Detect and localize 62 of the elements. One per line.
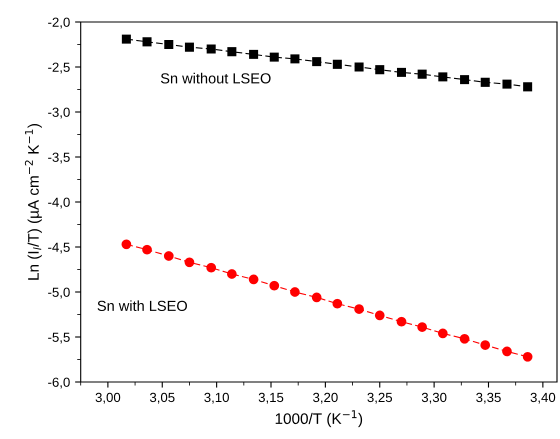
point <box>227 47 236 56</box>
x-tick-label: 3,35 <box>476 392 501 404</box>
point <box>417 322 428 332</box>
y-tick-label: -5,0 <box>48 288 70 298</box>
y-tick-label: -5,5 <box>48 332 70 344</box>
point <box>396 68 406 77</box>
x-tick-label: 3,40 <box>530 392 556 404</box>
y-tick-label: -2,5 <box>48 62 70 74</box>
x-tick-label: 3,15 <box>258 392 284 404</box>
point <box>438 72 448 82</box>
x-tick-label: 3,00 <box>96 392 120 404</box>
x-tick-label: 3,30 <box>422 392 446 404</box>
x-tick-label: 3,20 <box>313 392 338 404</box>
point <box>438 328 448 338</box>
point <box>184 257 194 268</box>
point <box>290 287 300 297</box>
point <box>460 75 470 84</box>
point <box>290 54 300 64</box>
x-axis-title: 1000/T (K$^{−1}$) <box>276 410 362 428</box>
point <box>480 340 490 350</box>
y-tick-label: -2,0 <box>48 18 70 28</box>
point <box>142 244 152 255</box>
y-tick-label: -4,5 <box>48 242 70 254</box>
point <box>269 280 280 291</box>
x-tick-label: 3,05 <box>150 392 175 404</box>
point <box>248 274 258 284</box>
point <box>354 62 364 72</box>
y-axis-title: Ln (I$_{l}$/T) (µA cm$^{−2}$ K$^{−1}$) <box>24 124 42 280</box>
series-label: Sn without LSEO <box>160 72 271 84</box>
point <box>122 34 131 44</box>
point <box>502 346 512 356</box>
point <box>523 82 532 92</box>
point <box>480 78 490 87</box>
point <box>374 310 385 320</box>
point <box>332 298 342 309</box>
point <box>249 50 258 59</box>
y-tick-label: -4,0 <box>48 198 70 208</box>
point <box>354 304 364 314</box>
point <box>164 40 174 50</box>
point <box>270 52 279 62</box>
point <box>226 269 237 279</box>
point <box>396 316 406 327</box>
point <box>206 44 216 54</box>
point <box>502 80 512 89</box>
point <box>522 352 532 362</box>
point <box>460 334 470 344</box>
point <box>142 37 152 46</box>
point <box>206 262 216 273</box>
point <box>312 57 322 66</box>
x-tick-label: 3,10 <box>204 392 229 404</box>
y-tick-label: -6,0 <box>48 378 70 388</box>
point <box>122 239 132 250</box>
y-tick-label: -3,0 <box>48 108 70 118</box>
point <box>312 292 322 302</box>
point <box>332 60 342 69</box>
y-tick-label: -3,5 <box>48 152 70 164</box>
point <box>164 251 174 261</box>
point <box>184 42 194 52</box>
text: Sn with LSEO <box>98 300 187 312</box>
point <box>375 65 384 74</box>
point <box>418 70 427 79</box>
x-tick-label: 3,25 <box>367 392 392 404</box>
